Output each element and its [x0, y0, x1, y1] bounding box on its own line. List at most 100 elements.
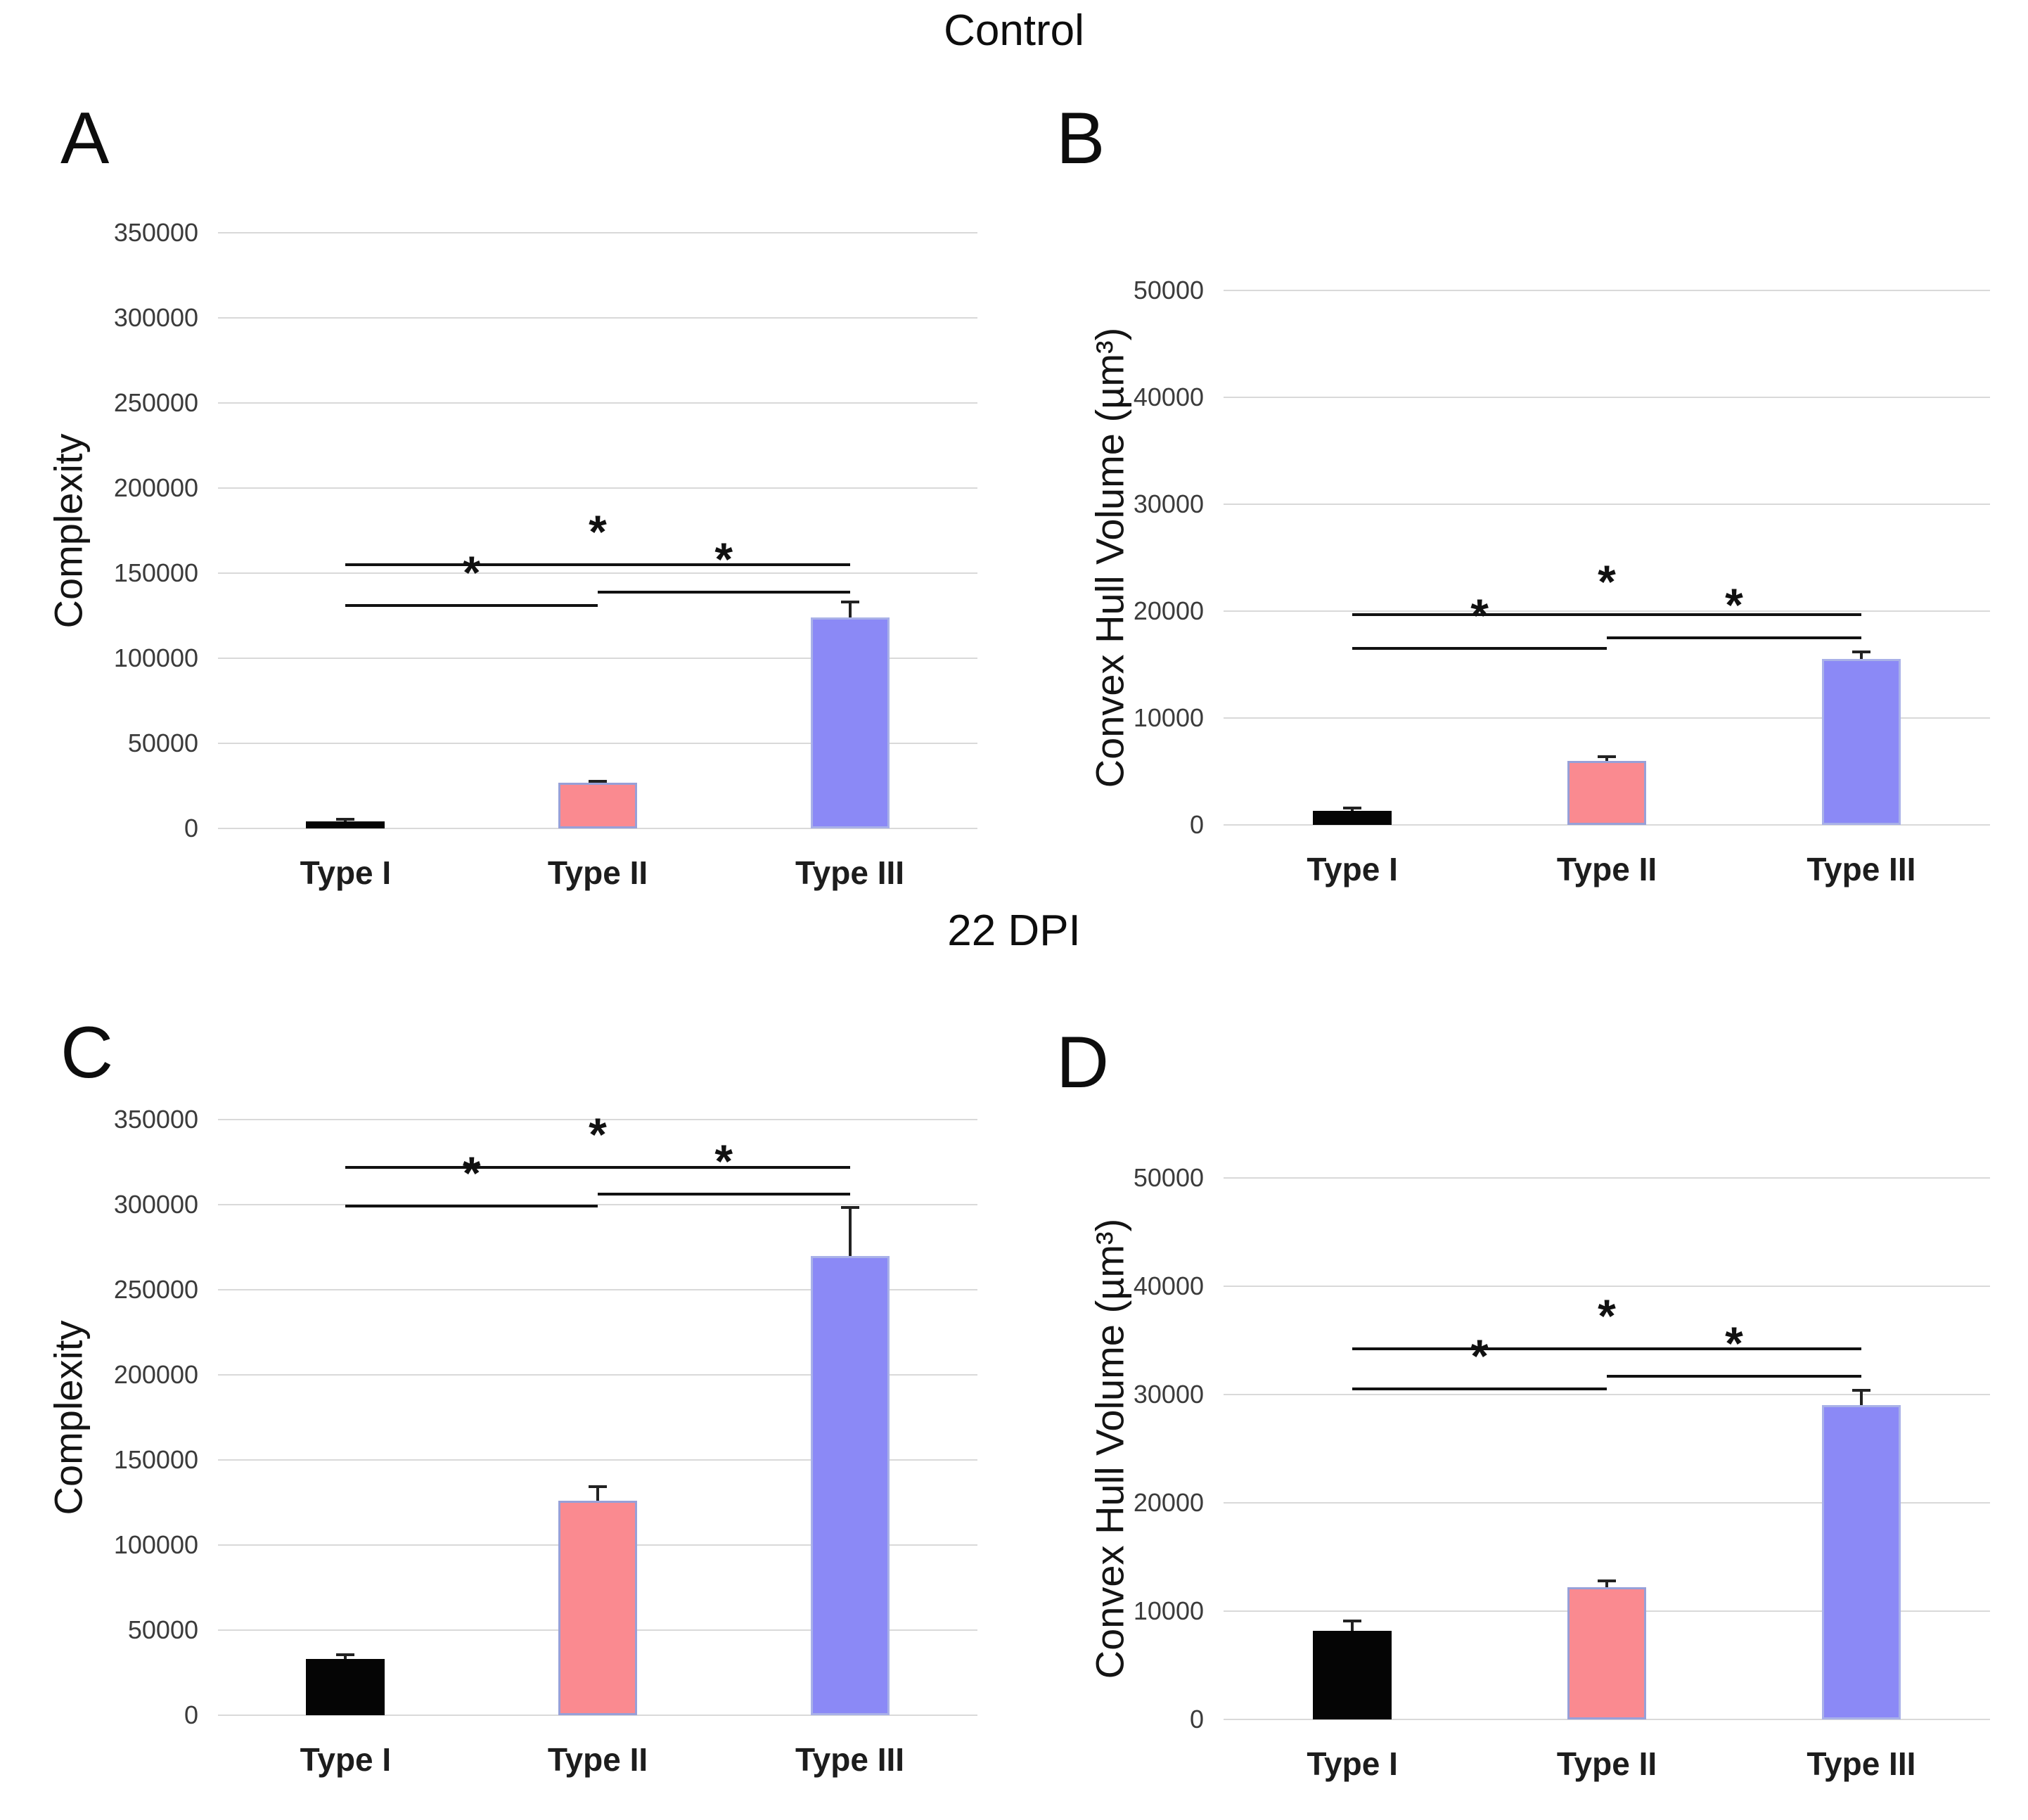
- error-bar-cap: [840, 600, 859, 603]
- y-tick-label: 150000: [113, 558, 198, 587]
- gridline-y-30000: [1224, 504, 1990, 505]
- y-tick-label: 100000: [113, 643, 198, 672]
- y-tick-label: 0: [184, 814, 198, 842]
- error-bar-cap: [336, 1653, 355, 1656]
- x-category-label: Type II: [547, 1741, 648, 1778]
- error-bar: [848, 1206, 852, 1256]
- y-tick-label: 150000: [113, 1445, 198, 1474]
- bar-type-i: [306, 1659, 385, 1715]
- bar-type-i: [1313, 1630, 1392, 1719]
- gridline-y-20000: [1224, 1502, 1990, 1504]
- bar-type-ii: [1567, 760, 1646, 825]
- x-category-label: Type I: [300, 1741, 392, 1778]
- error-bar: [596, 1485, 599, 1501]
- significance-asterisk: *: [589, 1108, 607, 1160]
- error-bar: [344, 1653, 347, 1660]
- significance-asterisk: *: [1598, 1290, 1616, 1342]
- panel-letter-b: B: [1056, 98, 1105, 179]
- significance-asterisk: *: [714, 532, 733, 585]
- group-title-22dpi: 22 DPI: [947, 906, 1081, 955]
- error-bar-cap: [336, 818, 355, 821]
- error-bar: [1859, 1389, 1863, 1406]
- y-tick-label: 30000: [1133, 489, 1204, 518]
- chart-B: 0 10000 20000 30000 40000 50000 Type I Type II T…: [1134, 276, 1990, 887]
- y-axis-label-A: Complexity: [46, 433, 91, 628]
- gridline-y-0: [1224, 824, 1990, 826]
- error-bar-cap: [589, 1485, 607, 1489]
- y-tick-label: 40000: [1133, 383, 1204, 411]
- gridline-y-50000: [1224, 1177, 1990, 1179]
- significance-bracket: [345, 1165, 850, 1169]
- gridline-y-300000: [218, 1204, 977, 1205]
- y-tick-label: 40000: [1133, 1271, 1204, 1300]
- panel-letter-a: A: [60, 98, 110, 179]
- bar-type-i: [306, 821, 385, 828]
- error-bar: [1605, 1579, 1608, 1588]
- y-tick-label: 300000: [113, 1190, 198, 1219]
- bar-type-iii: [810, 617, 890, 828]
- y-tick-label: 10000: [1133, 703, 1204, 732]
- y-axis-label-C: Complexity: [46, 1320, 91, 1515]
- error-bar-cap: [840, 1206, 859, 1210]
- error-bar-cap: [589, 780, 607, 783]
- bar-type-ii: [558, 1501, 637, 1715]
- significance-bracket: [1607, 636, 1861, 639]
- error-bar-cap: [1598, 755, 1616, 759]
- significance-bracket: [1352, 1347, 1861, 1351]
- error-bar-cap: [1343, 1620, 1362, 1623]
- significance-asterisk: *: [462, 546, 481, 598]
- gridline-y-350000: [218, 232, 977, 233]
- gridline-y-0: [1224, 1719, 1990, 1720]
- error-bar: [848, 600, 852, 617]
- y-tick-label: 50000: [127, 1615, 198, 1644]
- y-tick-label: 200000: [113, 1360, 198, 1389]
- significance-asterisk: *: [714, 1135, 733, 1188]
- significance-bracket: [345, 563, 850, 566]
- gridline-y-10000: [1224, 717, 1990, 719]
- error-bar: [1859, 651, 1863, 660]
- panel-letter-d: D: [1056, 1022, 1110, 1103]
- y-tick-label: 10000: [1133, 1596, 1204, 1625]
- x-category-label: Type I: [1307, 851, 1398, 887]
- y-tick-label: 50000: [127, 729, 198, 757]
- significance-asterisk: *: [462, 1147, 481, 1200]
- significance-bracket: [1352, 613, 1861, 616]
- chart-C: 0 50000 100000 150000 200000 250000 300000 3500…: [114, 1105, 977, 1778]
- x-category-label: Type III: [795, 1741, 905, 1778]
- panel-letter-c: C: [60, 1012, 114, 1094]
- bar-type-iii: [1821, 659, 1901, 825]
- gridline-y-50000: [218, 743, 977, 744]
- y-tick-label: 200000: [113, 473, 198, 502]
- y-tick-label: 250000: [113, 388, 198, 417]
- chart-A: 0 50000 100000 150000 200000 250000 300000 3500…: [114, 218, 977, 891]
- gridline-y-30000: [1224, 1394, 1990, 1395]
- y-tick-label: 0: [184, 1700, 198, 1729]
- gridline-y-200000: [218, 487, 977, 489]
- y-tick-label: 350000: [113, 1105, 198, 1134]
- y-tick-label: 350000: [113, 218, 198, 247]
- error-bar-cap: [1851, 1389, 1870, 1392]
- y-axis-label-D: Convex Hull Volume (µm³): [1087, 1218, 1132, 1679]
- bar-type-ii: [1567, 1587, 1646, 1719]
- y-tick-label: 50000: [1133, 276, 1204, 305]
- x-category-label: Type II: [1556, 851, 1657, 887]
- gridline-y-150000: [218, 1459, 977, 1461]
- significance-bracket: [1352, 647, 1607, 651]
- y-tick-label: 20000: [1133, 596, 1204, 625]
- significance-bracket: [598, 590, 850, 594]
- error-bar-cap: [1598, 1579, 1616, 1583]
- y-tick-label: 250000: [113, 1275, 198, 1304]
- gridline-y-250000: [218, 1289, 977, 1290]
- x-category-label: Type II: [1556, 1745, 1657, 1782]
- gridline-y-0: [218, 828, 977, 829]
- significance-bracket: [598, 1193, 850, 1196]
- significance-asterisk: *: [1725, 1316, 1743, 1369]
- y-tick-label: 30000: [1133, 1380, 1204, 1409]
- gridline-y-350000: [218, 1119, 977, 1120]
- significance-asterisk: *: [589, 505, 607, 558]
- gridline-y-50000: [1224, 290, 1990, 291]
- chart-D: 0 10000 20000 30000 40000 50000 Type I Type II T…: [1134, 1163, 1990, 1782]
- x-category-label: Type II: [547, 854, 648, 891]
- y-tick-label: 300000: [113, 303, 198, 332]
